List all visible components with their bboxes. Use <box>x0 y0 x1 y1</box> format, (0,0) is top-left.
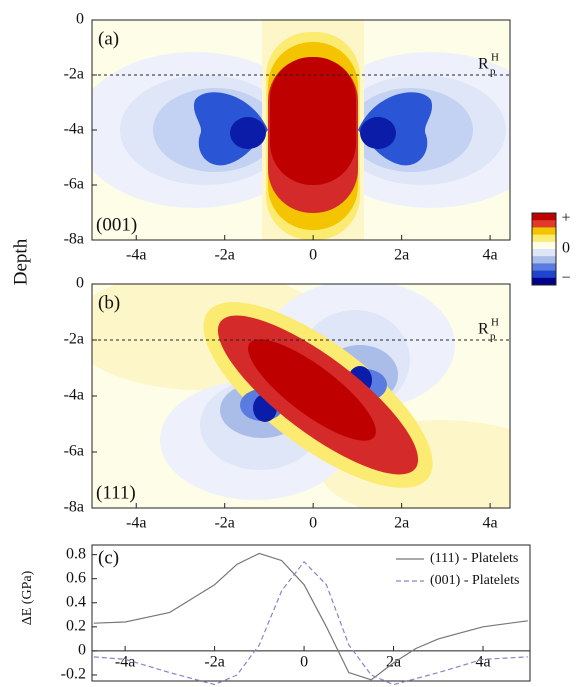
x-tick-label: 0 <box>300 654 308 671</box>
contour-field-a <box>92 20 510 240</box>
legend-label: (001) - Platelets <box>430 573 519 588</box>
annotation: R <box>478 321 489 338</box>
colorbar-swatch <box>532 213 556 221</box>
y-tick-label: -6a <box>64 443 84 460</box>
x-tick-label: 4a <box>475 654 490 671</box>
y-tick-label: 0 <box>76 11 84 28</box>
x-tick-label: -4a <box>126 247 146 264</box>
colorbar-swatch <box>532 241 556 250</box>
y-tick-label: -8a <box>64 231 84 248</box>
y-tick-label: -8a <box>64 499 84 516</box>
y-axis-label: Depth <box>10 238 31 285</box>
colorbar-label: 0 <box>562 240 570 257</box>
colorbar-swatch <box>532 263 556 272</box>
orientation-label: (111) <box>96 482 136 503</box>
x-tick-label: 2a <box>394 515 409 532</box>
x-tick-label: -4a <box>115 654 135 671</box>
x-tick-label: -2a <box>214 247 234 264</box>
y-tick-label: -6a <box>64 176 84 193</box>
x-tick-label: 4a <box>483 515 498 532</box>
panel-label: (c) <box>98 547 119 568</box>
colorbar-label: − <box>561 270 570 287</box>
colorbar-swatch <box>532 227 556 236</box>
y-tick-label: 0.8 <box>66 545 86 562</box>
panel-label: (b) <box>98 292 120 313</box>
colorbar-swatch <box>532 256 556 264</box>
x-tick-label: 2a <box>386 654 401 671</box>
x-tick-label: -4a <box>126 515 146 532</box>
y-tick-label: 0.4 <box>66 593 86 610</box>
y-tick-label: -2a <box>64 331 84 348</box>
contour-field-b <box>92 284 510 508</box>
y-tick-label: 0.6 <box>66 569 86 586</box>
colorbar-swatch <box>532 270 556 279</box>
x-tick-label: 4a <box>483 247 498 264</box>
annotation-sup: H <box>491 52 499 64</box>
legend-label: (111) - Platelets <box>430 551 518 566</box>
colorbar-swatch <box>532 234 556 243</box>
x-tick-label: -2a <box>214 515 234 532</box>
y-tick-label: -2a <box>64 66 84 83</box>
annotation-sub: p <box>490 66 496 78</box>
colorbar-swatch <box>532 277 556 286</box>
colorbar-label: + <box>561 210 570 227</box>
y-tick-label: -4a <box>64 387 84 404</box>
colorbar-swatch <box>532 249 556 257</box>
colorbar-swatch <box>532 220 556 228</box>
data-line <box>93 552 528 681</box>
y-tick-label: -4a <box>64 121 84 138</box>
annotation-sub: p <box>490 331 496 343</box>
y-tick-label: 0.2 <box>66 618 86 635</box>
y-tick-label: 0 <box>78 642 86 659</box>
x-tick-label: 2a <box>394 247 409 264</box>
y-tick-label: 0 <box>76 275 84 292</box>
y-tick-label: -0.2 <box>61 666 86 683</box>
y-axis-label: ΔE (GPa) <box>20 570 35 625</box>
x-tick-label: -2a <box>204 654 224 671</box>
x-tick-label: 0 <box>309 247 317 264</box>
panel-label: (a) <box>98 28 119 49</box>
annotation-sup: H <box>491 317 499 329</box>
orientation-label: (001) <box>96 214 137 235</box>
plot-frame <box>91 544 531 682</box>
colorbar-frame <box>531 212 557 286</box>
annotation: R <box>478 56 489 73</box>
data-line <box>93 561 528 686</box>
x-tick-label: 0 <box>309 515 317 532</box>
